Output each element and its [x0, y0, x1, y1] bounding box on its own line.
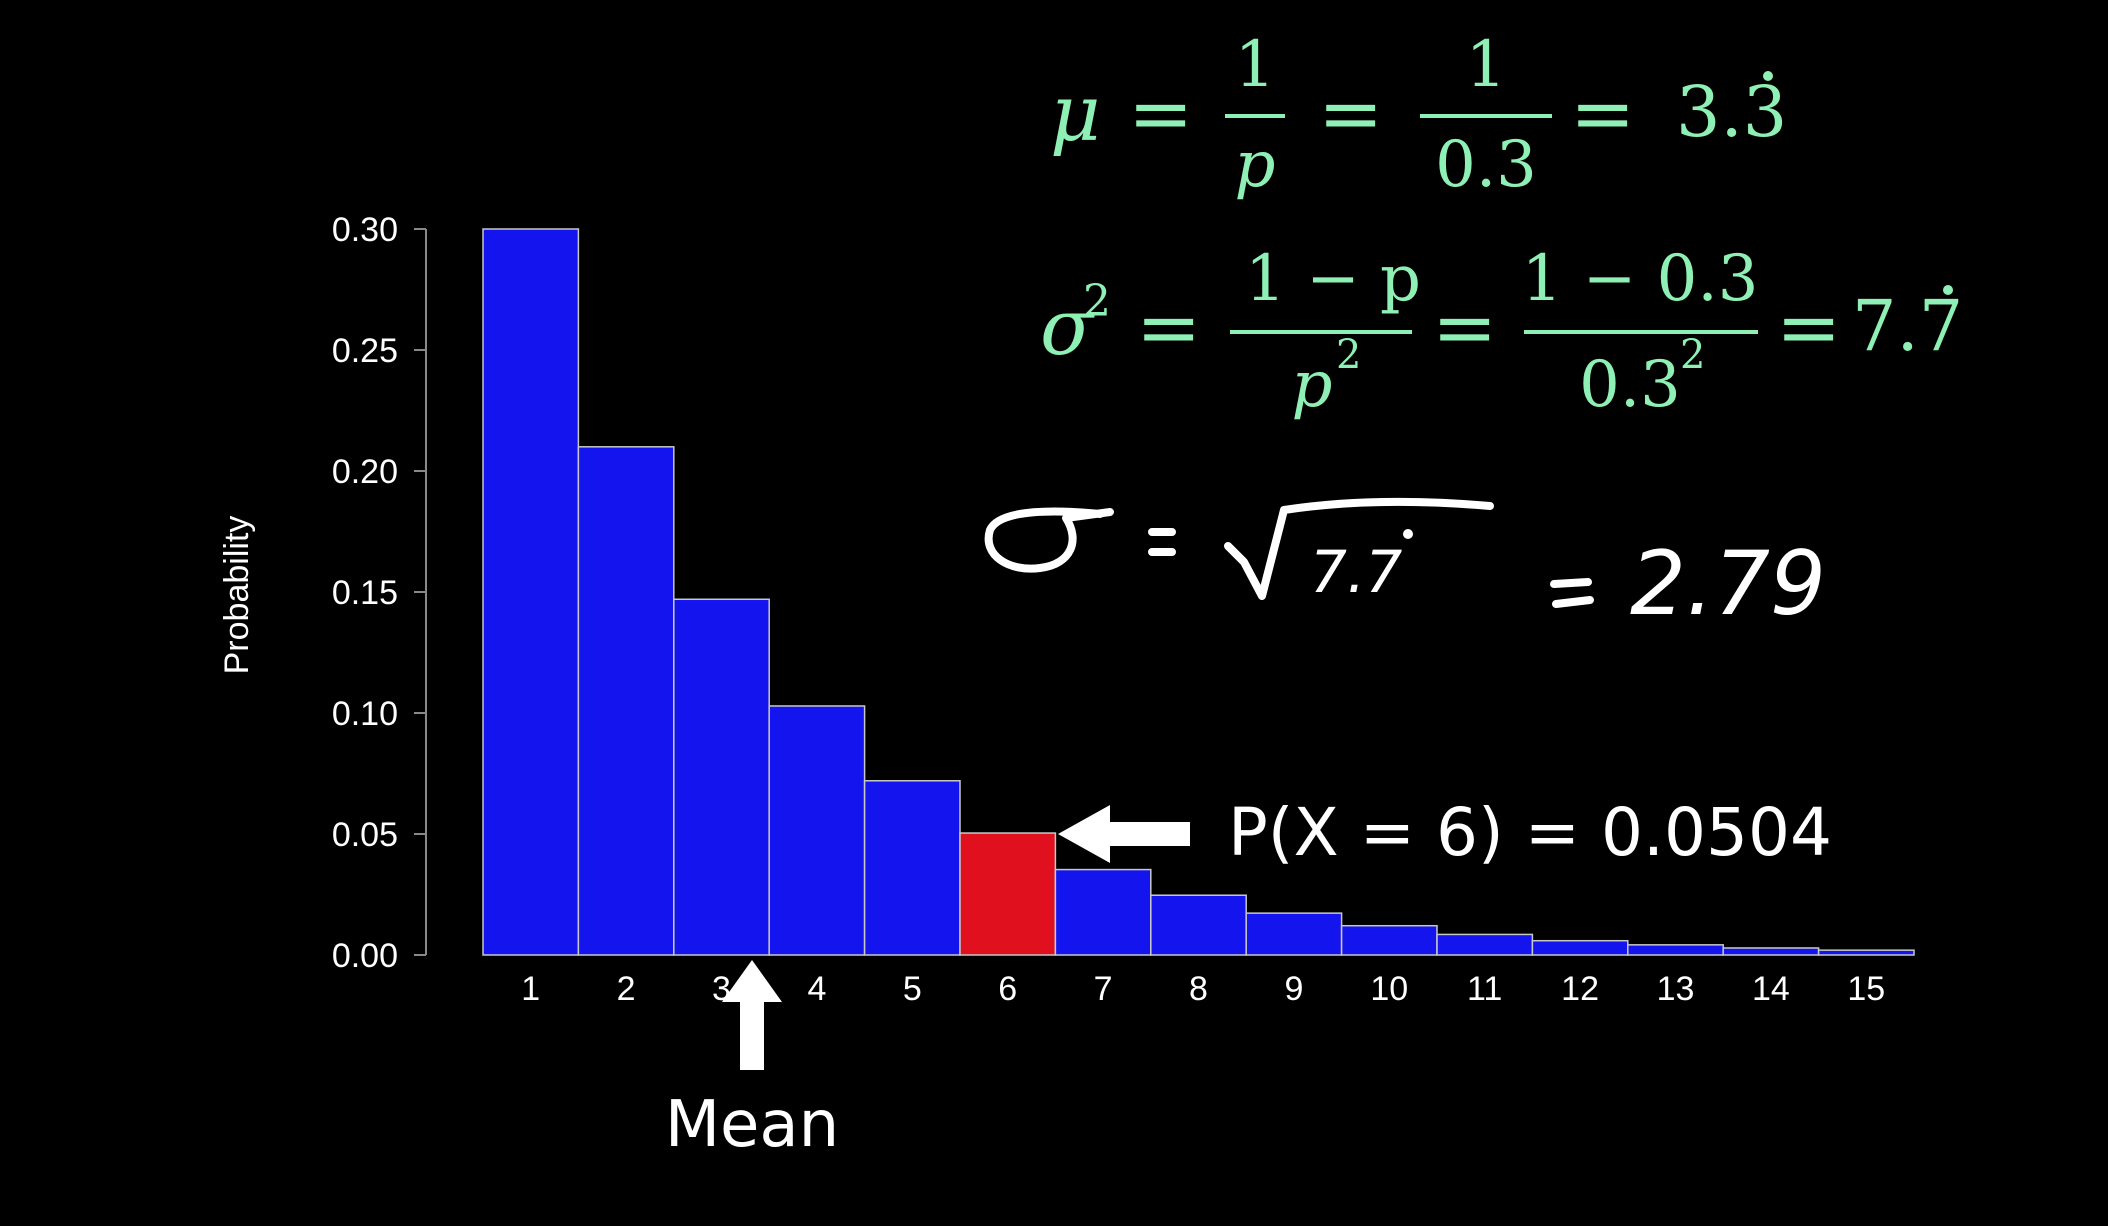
- x-tick-label: 11: [1467, 970, 1502, 1008]
- y-tick-label: 0.05: [332, 816, 398, 854]
- handwritten-sigma: [984, 507, 1114, 573]
- std-dev-formula: 7.7 2.79: [984, 497, 1826, 635]
- bar-2: [577, 446, 675, 956]
- sigma-result: 2.79: [1630, 532, 1826, 635]
- x-tick-label: 13: [1657, 970, 1695, 1008]
- bar-5: [863, 780, 961, 956]
- x-tick-label: 1: [521, 970, 540, 1008]
- sigma2-symbol: σ: [1040, 283, 1095, 373]
- repeating-dot: [1943, 285, 1953, 295]
- sigma2-frac2-num: 1 − 0.3: [1522, 242, 1759, 316]
- probability-annotation: P(X = 6) = 0.0504: [1228, 794, 1832, 871]
- y-tick-label: 0.30: [332, 211, 398, 249]
- equals-sign: =: [1318, 69, 1383, 159]
- mu-frac2-den: 0.3: [1435, 128, 1537, 202]
- sigma2-frac2-den: 0.3: [1579, 348, 1681, 422]
- bar-12: [1531, 939, 1629, 956]
- bar-7: [1054, 868, 1152, 956]
- bar-15: [1817, 949, 1915, 956]
- bar-8: [1150, 894, 1247, 956]
- x-ticks: 1 2 3 4 5 6 7 8 9 10 11 12 13 14 15: [521, 970, 1885, 1008]
- sigma2-frac1-den-exp: 2: [1336, 332, 1361, 378]
- mu-frac1-num: 1: [1235, 28, 1276, 102]
- left-arrow-icon: [1058, 805, 1190, 863]
- sigma2-exponent: 2: [1083, 276, 1111, 327]
- repeating-dot: [1763, 71, 1773, 81]
- x-tick-label: 4: [807, 970, 826, 1008]
- up-arrow-icon: [722, 960, 782, 1070]
- bar-9: [1245, 912, 1343, 956]
- y-tick-label: 0.15: [332, 574, 398, 612]
- x-tick-label: 7: [1094, 970, 1113, 1008]
- variance-formula: σ 2 = 1 − p p 2 = 1 − 0.3 0.3 2 = 7.7: [1040, 242, 1963, 422]
- x-tick-label: 2: [617, 970, 636, 1008]
- y-axis-label: Probability: [218, 516, 256, 675]
- bar-14: [1722, 947, 1820, 956]
- y-axis: 0.00 0.05 0.10 0.15 0.20 0.25 0.30: [332, 211, 427, 975]
- handwritten-equals: [1148, 528, 1176, 556]
- handwritten-equals: [1550, 578, 1594, 608]
- x-tick-label: 15: [1847, 970, 1885, 1008]
- equals-sign: =: [1432, 283, 1497, 373]
- mu-frac2-num: 1: [1466, 28, 1507, 102]
- x-tick-label: 5: [903, 970, 922, 1008]
- x-tick-label: 9: [1284, 970, 1303, 1008]
- equals-sign: =: [1570, 69, 1635, 159]
- mean-label: Mean: [665, 1088, 839, 1162]
- bar-10: [1340, 924, 1438, 956]
- mu-result: 3.3: [1676, 71, 1787, 153]
- mu-symbol: μ: [1050, 69, 1101, 159]
- bar-4: [768, 705, 866, 956]
- handwritten-radical: [1224, 497, 1494, 600]
- bar-6: [959, 832, 1057, 956]
- bar-13: [1627, 944, 1724, 956]
- x-tick-label: 10: [1370, 970, 1408, 1008]
- sigma2-frac2-den-exp: 2: [1680, 332, 1705, 378]
- equals-sign: =: [1776, 283, 1841, 373]
- sigma2-result: 7.7: [1852, 285, 1963, 367]
- x-tick-label: 8: [1189, 970, 1208, 1008]
- bar-11: [1436, 933, 1534, 956]
- bar-3: [673, 598, 770, 956]
- mean-formula: μ = 1 p = 1 0.3 = 3.3: [1050, 28, 1787, 202]
- x-tick-label: 14: [1752, 970, 1790, 1008]
- y-tick-label: 0.20: [332, 453, 398, 491]
- x-tick-label: 12: [1561, 970, 1599, 1008]
- y-tick-label: 0.00: [332, 937, 398, 975]
- x-tick-label: 3: [712, 970, 731, 1008]
- sigma2-frac1-den: p: [1292, 348, 1333, 422]
- x-tick-label: 6: [998, 970, 1017, 1008]
- repeating-dot: [1403, 529, 1413, 539]
- mu-frac1-den: p: [1235, 128, 1276, 202]
- equals-sign: =: [1136, 283, 1201, 373]
- bar-1: [482, 228, 580, 956]
- y-ticks: 0.00 0.05 0.10 0.15 0.20 0.25 0.30: [332, 211, 426, 975]
- bars: [482, 228, 1915, 956]
- y-tick-label: 0.25: [332, 332, 398, 370]
- sigma2-frac1-num: 1 − p: [1245, 242, 1421, 316]
- y-tick-label: 0.10: [332, 695, 398, 733]
- sigma-radicand: 7.7: [1310, 538, 1402, 606]
- equals-sign: =: [1128, 69, 1193, 159]
